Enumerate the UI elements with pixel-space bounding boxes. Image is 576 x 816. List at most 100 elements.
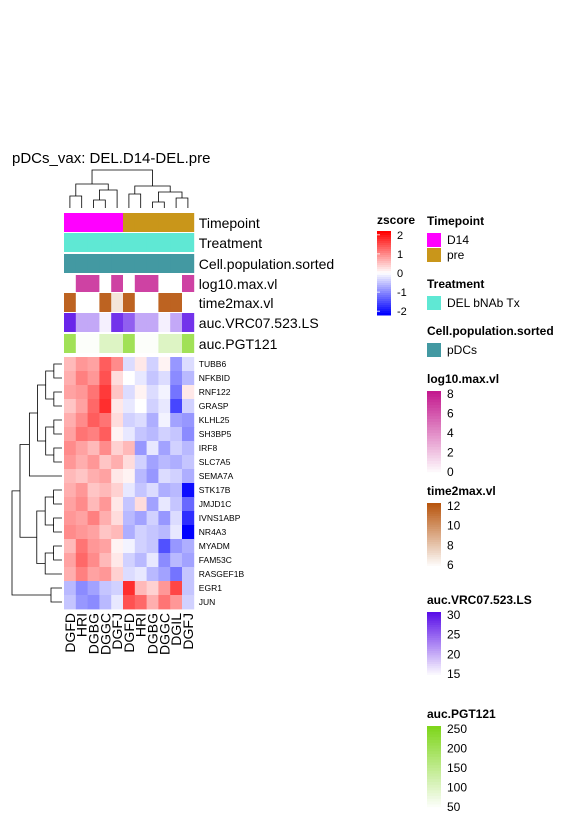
heatmap-cell	[182, 553, 195, 568]
row-label: SEMA7A	[199, 471, 234, 481]
annotation-cell	[134, 233, 147, 252]
dendrogram-branch	[53, 363, 62, 379]
annotation-cell	[170, 213, 183, 232]
row-label: STK17B	[199, 485, 231, 495]
column-label: DGFJ	[180, 613, 196, 650]
heatmap-cell	[134, 539, 147, 554]
legend-gradient-segment	[377, 271, 391, 274]
heatmap-cell	[158, 525, 171, 540]
column-label: DGFD	[121, 613, 137, 653]
legend-gradient-segment	[427, 620, 441, 624]
legend-gradient-segment	[427, 648, 441, 652]
annotation-cell	[182, 293, 195, 312]
legend-gradient-segment	[377, 305, 391, 308]
heatmap-cell	[99, 553, 112, 568]
legend-gradient-segment	[377, 243, 391, 246]
legend-gradient-segment	[427, 419, 441, 423]
legend-gradient-segment	[427, 631, 441, 635]
heatmap-cell	[146, 595, 159, 610]
legend-gradient-segment	[427, 770, 441, 775]
legend-gradient-segment	[427, 427, 441, 431]
legend-gradient-segment	[427, 552, 441, 556]
legend-gradient-segment	[427, 672, 441, 676]
heatmap-cell	[99, 511, 112, 526]
annotation-label: Cell.population.sorted	[199, 256, 334, 272]
heatmap-cell	[75, 427, 88, 442]
heatmap-cell	[64, 455, 77, 470]
heatmap-cell	[64, 581, 77, 596]
heatmap-cell	[146, 469, 159, 484]
legend-gradient-segment	[377, 233, 391, 236]
annotation-cell	[111, 275, 124, 292]
legend-gradient-segment	[427, 531, 441, 534]
annotation-cell	[182, 313, 195, 332]
legend-tick-label: 8	[447, 387, 454, 401]
heatmap-cell	[182, 539, 195, 554]
legend-tick-label: 100	[447, 781, 467, 795]
heatmap-cell	[87, 483, 100, 498]
heatmap-cell	[111, 497, 124, 512]
heatmap-cell	[123, 511, 136, 526]
legend-title: log10.max.vl	[427, 372, 499, 386]
heatmap-cell	[158, 455, 171, 470]
legend-gradient-segment	[427, 449, 441, 454]
legend-tick-label: 200	[447, 742, 467, 756]
annotation-cell	[158, 275, 171, 292]
legend-gradient-segment	[377, 247, 391, 250]
annotation-cell	[111, 213, 124, 232]
legend-gradient-segment	[427, 520, 441, 523]
heatmap-cell	[111, 483, 124, 498]
annotation-cell	[64, 233, 77, 252]
heatmap-cell	[158, 539, 171, 554]
legend-gradient-segment	[427, 526, 441, 530]
row-label: JMJD1C	[199, 499, 232, 509]
heatmap-cell	[123, 371, 136, 386]
heatmap-cell	[64, 441, 77, 456]
legend-item-label: pre	[447, 248, 465, 262]
heatmap-cell	[146, 455, 159, 470]
heatmap-cell	[64, 399, 77, 414]
heatmap-cell	[75, 581, 88, 596]
heatmap-cell	[123, 581, 136, 596]
annotation-cell	[75, 233, 88, 252]
heatmap-cell	[170, 483, 183, 498]
legend-gradient-segment	[427, 444, 441, 448]
annotation-cell	[134, 275, 147, 292]
legend-gradient-segment	[377, 267, 391, 270]
dendrogram-branch	[45, 426, 54, 456]
heatmap-cell	[99, 595, 112, 610]
legend-gradient-segment	[377, 237, 391, 240]
legend-gradient-segment	[377, 261, 391, 264]
heatmap-cell	[87, 539, 100, 554]
annotation-cell	[123, 254, 136, 273]
heatmap-cell	[158, 385, 171, 400]
legend-gradient-segment	[427, 563, 441, 567]
legend-gradient-segment	[427, 793, 441, 797]
heatmap-cell	[146, 385, 159, 400]
annotation-cell	[134, 334, 147, 353]
annotation-cell	[75, 293, 88, 312]
heatmap-cells	[64, 357, 195, 610]
annotation-cell	[87, 275, 100, 292]
heatmap-cell	[170, 581, 183, 596]
legend-gradient-segment	[377, 293, 391, 296]
legend-gradient-segment	[427, 612, 441, 615]
legend-gradient-segment	[377, 259, 391, 262]
heatmap-cell	[75, 455, 88, 470]
legend-gradient-segment	[427, 642, 441, 645]
legend-gradient-segment	[427, 627, 441, 630]
annotation-cell	[158, 293, 171, 312]
column-label: DGBG	[86, 613, 102, 654]
legend-gradient-segment	[427, 424, 441, 428]
annotation-label: auc.VRC07.523.LS	[199, 315, 319, 331]
heatmap-cell	[158, 469, 171, 484]
legend-gradient-segment	[427, 561, 441, 565]
heatmap-cell	[87, 567, 100, 582]
legend-gradient-segment	[377, 251, 391, 254]
heatmap-cell	[87, 385, 100, 400]
heatmap-cell	[111, 385, 124, 400]
legend-gradient-segment	[427, 804, 441, 808]
annotation-cell	[111, 233, 124, 252]
annotation-cell	[158, 313, 171, 332]
